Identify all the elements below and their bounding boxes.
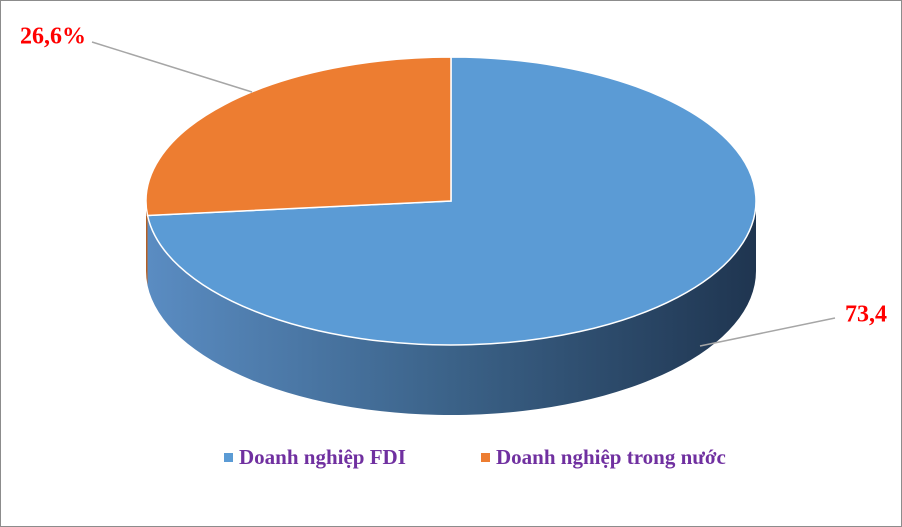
pie-side bbox=[147, 201, 757, 415]
pie-side bbox=[146, 201, 148, 286]
legend-label: Doanh nghiệp FDI bbox=[239, 445, 406, 469]
leader-line bbox=[91, 41, 253, 93]
legend-swatch bbox=[481, 453, 490, 462]
pie: 73,4 26,6% bbox=[20, 24, 887, 415]
leader-line bbox=[699, 317, 836, 347]
data-label: 73,4 bbox=[845, 302, 887, 328]
legend-swatch bbox=[224, 453, 233, 462]
legend: Doanh nghiệp FDI Doanh nghiệp trong nước bbox=[224, 445, 726, 469]
pie-slice bbox=[146, 56, 757, 346]
pie-slice bbox=[145, 56, 452, 217]
legend-label: Doanh nghiệp trong nước bbox=[496, 445, 726, 469]
data-label: 26,6% bbox=[20, 24, 86, 50]
